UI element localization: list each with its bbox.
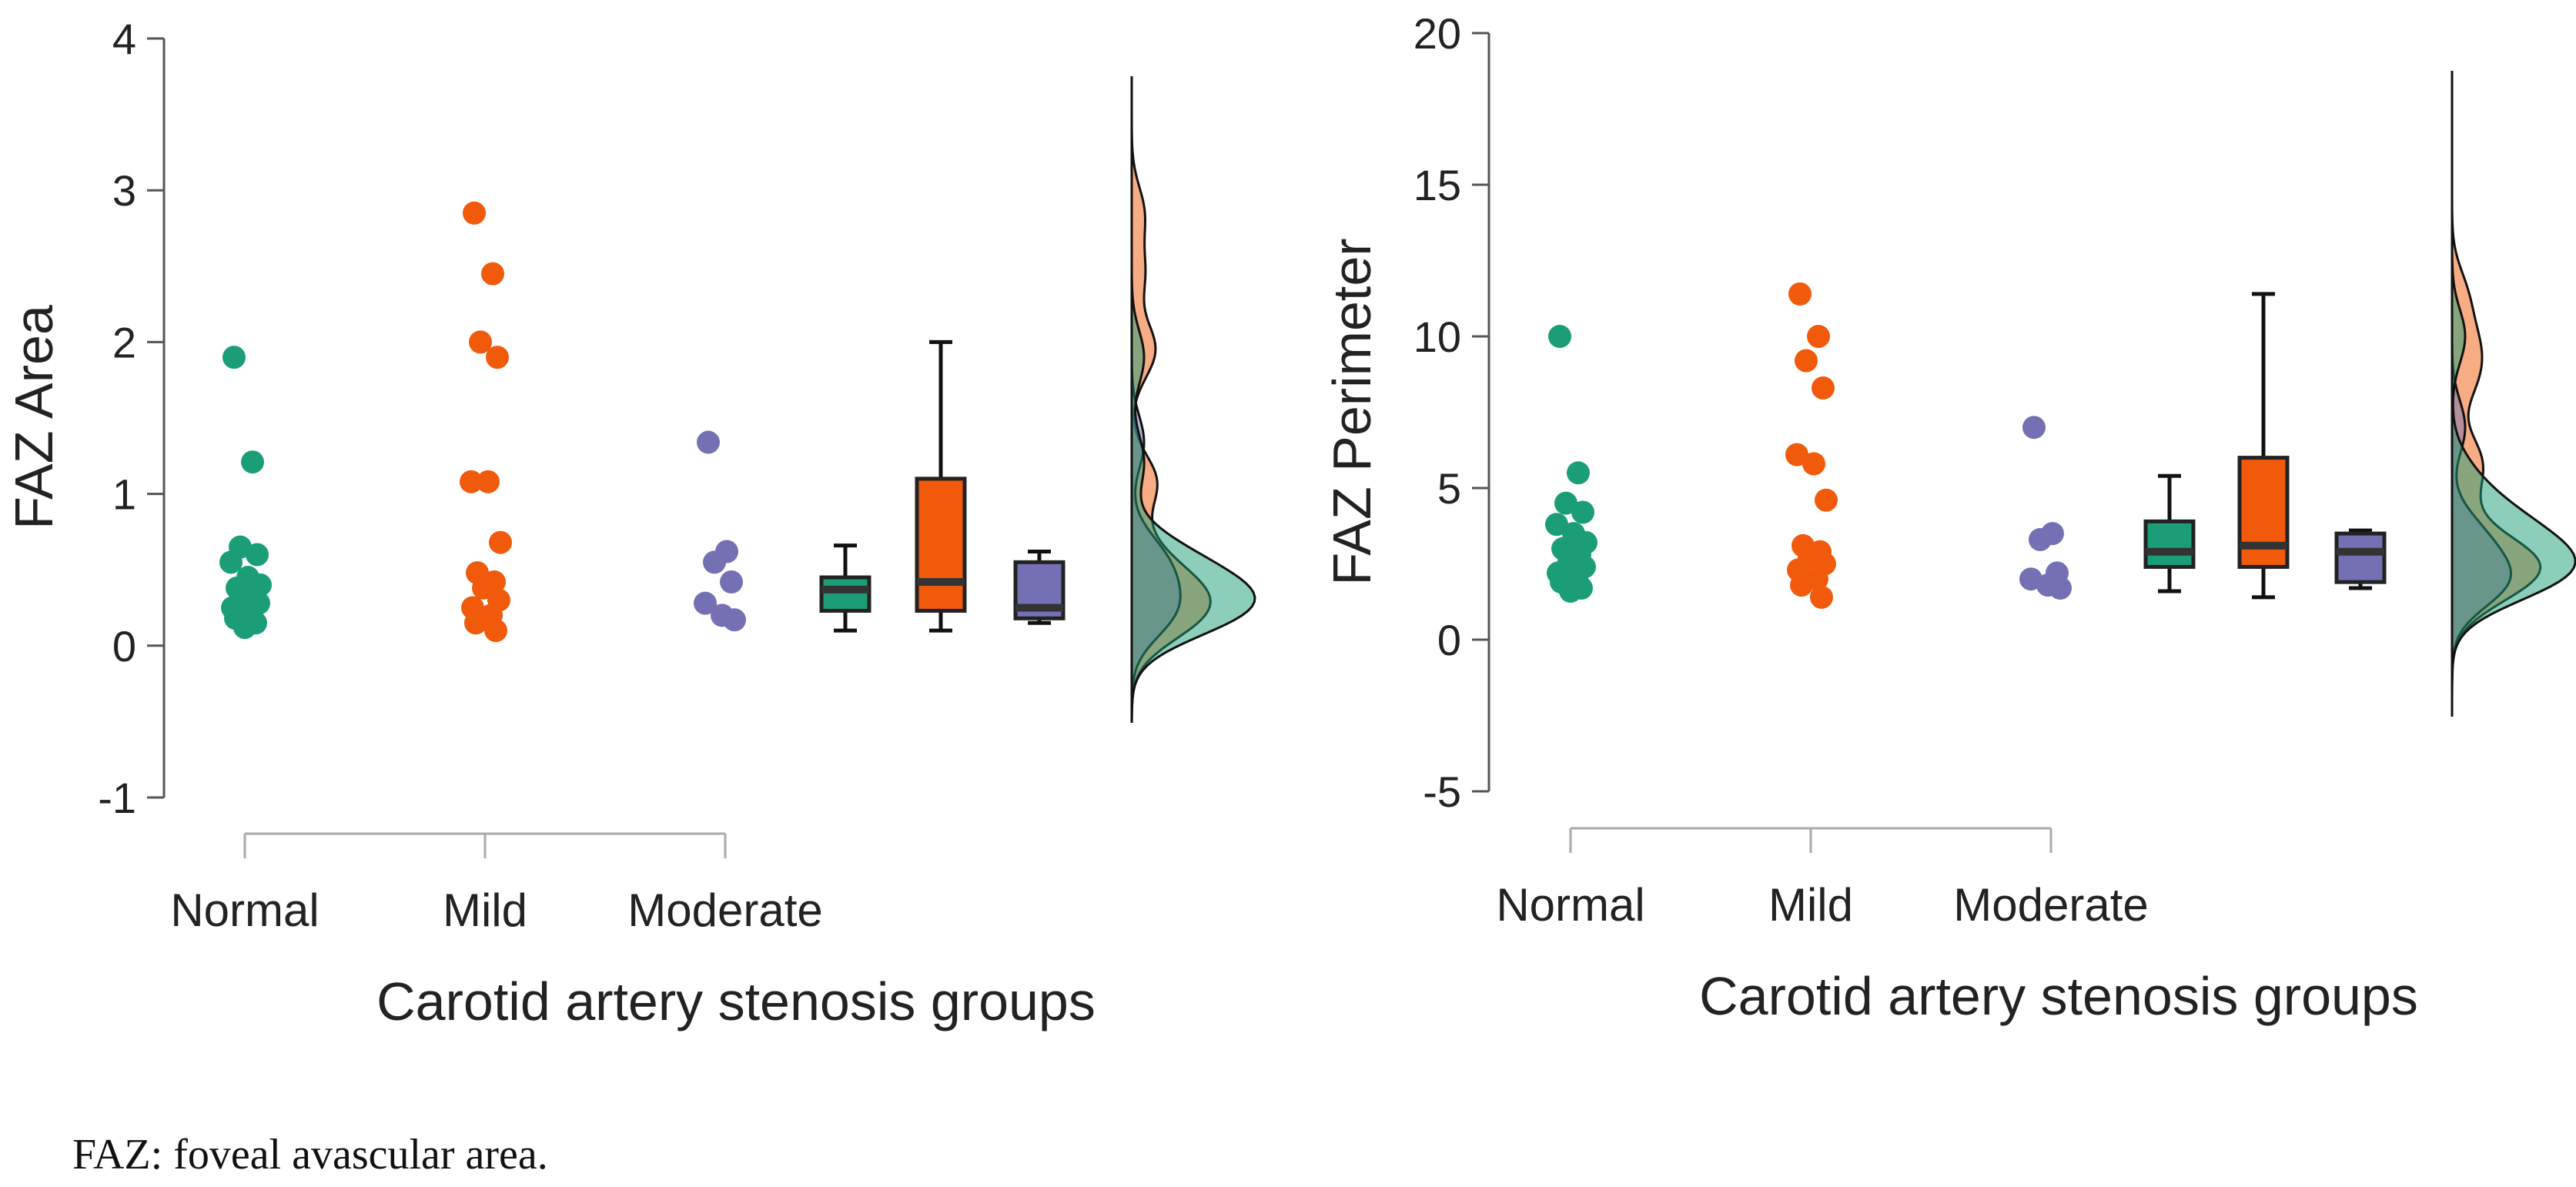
data-point-normal xyxy=(219,550,243,574)
x-tick-label-normal: Normal xyxy=(1496,879,1644,931)
y-axis-title: FAZ Area xyxy=(4,305,64,530)
data-point-mild xyxy=(1788,282,1812,306)
y-tick-label: 5 xyxy=(1437,464,1461,513)
data-point-mild xyxy=(1815,488,1838,512)
x-tick-label-moderate: Moderate xyxy=(627,884,822,936)
data-point-mild xyxy=(1795,349,1818,373)
data-point-mild xyxy=(460,470,483,493)
y-tick-label: -5 xyxy=(1423,767,1461,816)
data-point-mild xyxy=(489,530,512,554)
data-point-mild xyxy=(484,619,507,643)
box-normal xyxy=(2143,519,2196,569)
data-point-moderate xyxy=(2049,577,2072,600)
box-mild xyxy=(2237,456,2290,569)
x-tick-label-mild: Mild xyxy=(1768,879,1853,931)
box-moderate xyxy=(2334,531,2387,584)
data-point-mild xyxy=(1790,573,1813,597)
y-tick-label: -1 xyxy=(98,774,136,822)
data-point-moderate xyxy=(720,570,743,594)
data-point-mild xyxy=(464,611,487,635)
data-point-mild xyxy=(1810,585,1833,609)
y-tick-label: 15 xyxy=(1413,161,1461,209)
data-point-normal xyxy=(241,450,264,474)
data-point-moderate xyxy=(694,591,717,615)
data-point-moderate xyxy=(697,430,720,454)
x-axis-title: Carotid artery stenosis groups xyxy=(376,971,1096,1032)
y-axis-title: FAZ Perimeter xyxy=(1322,238,1382,585)
y-tick-label: 3 xyxy=(112,166,136,215)
y-tick-label: 0 xyxy=(112,622,136,670)
violin-normal xyxy=(1130,76,1256,723)
x-axis-title: Carotid artery stenosis groups xyxy=(1699,966,2418,1026)
data-point-normal xyxy=(1567,461,1590,485)
figure-caption: FAZ: foveal avascular area. xyxy=(72,1131,548,1179)
data-point-normal xyxy=(1554,491,1577,515)
x-tick-label-mild: Mild xyxy=(443,884,527,936)
faz-area-panel: 4 3 2 1 0 -1 FAZ Area Normal Mild Moderate Carotid… xyxy=(4,15,1256,1032)
data-point-normal xyxy=(233,616,256,640)
y-tick-label: 1 xyxy=(112,470,136,519)
x-tick-label-normal: Normal xyxy=(170,884,319,936)
y-tick-label: 2 xyxy=(112,318,136,366)
y-tick-label: 4 xyxy=(112,15,136,63)
data-point-normal xyxy=(1559,579,1582,603)
box-normal xyxy=(819,575,871,613)
y-tick-label: 0 xyxy=(1437,616,1461,664)
y-tick-label: 20 xyxy=(1413,9,1461,58)
y-tick-label: 10 xyxy=(1413,313,1461,361)
x-tick-label-moderate: Moderate xyxy=(1953,879,2148,931)
data-point-mild xyxy=(486,346,509,369)
data-point-mild xyxy=(1812,376,1835,400)
data-point-moderate xyxy=(723,608,746,632)
data-point-moderate xyxy=(2022,416,2046,440)
data-point-mild xyxy=(481,262,504,286)
data-point-normal xyxy=(1548,325,1571,348)
data-point-mild xyxy=(1807,325,1830,348)
faz-perimeter-panel: 20 15 10 5 0 -5 FAZ Perimeter Normal Mild Moderat… xyxy=(1322,9,2576,1026)
data-point-mild xyxy=(469,330,492,354)
data-point-mild xyxy=(463,201,486,225)
data-point-mild xyxy=(477,470,500,493)
data-point-mild xyxy=(1802,452,1825,476)
box-mild xyxy=(915,476,967,613)
data-point-normal xyxy=(246,543,269,567)
data-point-moderate xyxy=(703,550,726,574)
data-point-mild xyxy=(1785,443,1808,466)
data-point-normal xyxy=(1545,513,1568,537)
data-point-moderate xyxy=(2029,527,2052,551)
data-point-normal xyxy=(1571,500,1594,524)
data-point-normal xyxy=(222,346,246,369)
